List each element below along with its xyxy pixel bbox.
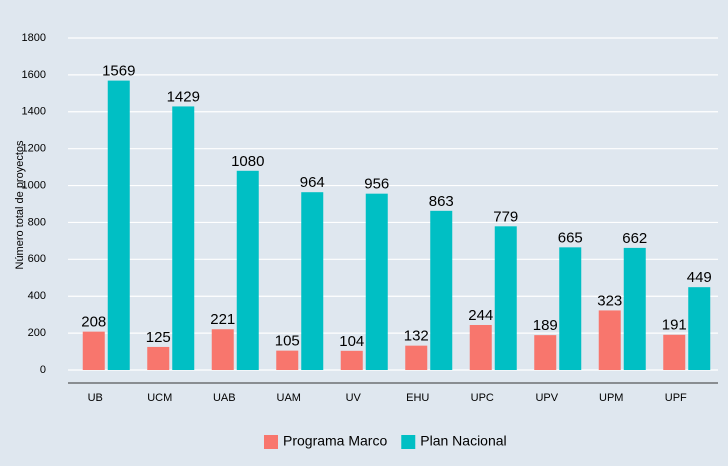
value-label: 1569	[102, 63, 135, 80]
y-tick-label: 800	[28, 216, 46, 228]
bar	[365, 193, 388, 370]
legend-swatch	[401, 435, 416, 449]
value-label: 956	[364, 176, 389, 193]
x-tick-label: UPF	[665, 392, 687, 404]
value-label: 104	[339, 333, 364, 350]
value-label: 191	[662, 317, 687, 334]
value-label: 779	[493, 208, 518, 225]
value-label: 132	[404, 328, 429, 345]
bar	[107, 80, 130, 371]
y-tick-label: 1000	[22, 179, 46, 191]
value-label: 189	[533, 317, 558, 334]
value-label: 244	[468, 307, 493, 324]
legend-label: Plan Nacional	[420, 433, 506, 449]
y-tick-label: 400	[28, 290, 46, 302]
bar	[276, 350, 299, 370]
x-tick-label: UAM	[277, 392, 301, 404]
y-tick-label: 1800	[22, 32, 46, 44]
bar	[688, 287, 711, 370]
bar	[623, 247, 646, 370]
bar	[147, 346, 170, 370]
bar	[559, 247, 582, 370]
y-tick-label: 1600	[22, 69, 46, 81]
value-label: 1080	[231, 153, 264, 170]
x-tick-label: EHU	[406, 392, 429, 404]
value-label: 221	[210, 311, 235, 328]
bar	[82, 331, 105, 370]
value-label: 1429	[167, 88, 200, 105]
value-label: 208	[81, 314, 106, 331]
value-label: 964	[300, 174, 325, 191]
y-axis-label: Número total de proyectos	[14, 140, 26, 270]
bar	[340, 350, 363, 370]
value-label: 125	[146, 329, 171, 346]
bar	[663, 334, 686, 370]
x-tick-label: UPV	[535, 392, 558, 404]
value-label: 665	[558, 229, 583, 246]
x-tick-label: UV	[346, 392, 362, 404]
bar	[598, 310, 621, 370]
bar	[301, 192, 324, 370]
bar	[469, 324, 492, 370]
y-tick-label: 600	[28, 253, 46, 265]
legend-swatch	[264, 435, 278, 449]
x-tick-label: UPC	[471, 392, 494, 404]
value-label: 105	[275, 333, 300, 350]
bar	[405, 345, 428, 370]
legend-label: Programa Marco	[283, 433, 387, 449]
bar	[211, 329, 234, 370]
bar	[172, 106, 195, 370]
y-tick-label: 0	[40, 364, 46, 376]
value-label: 323	[597, 292, 622, 309]
x-tick-label: UB	[88, 392, 103, 404]
value-label: 863	[429, 193, 454, 210]
value-label: 662	[622, 230, 647, 247]
value-label: 449	[687, 269, 712, 286]
y-tick-label: 1200	[22, 143, 46, 155]
x-tick-label: UCM	[147, 392, 172, 404]
x-tick-label: UPM	[599, 392, 623, 404]
bar	[494, 226, 517, 370]
x-tick-label: UAB	[213, 392, 236, 404]
y-tick-label: 1400	[22, 106, 46, 118]
y-tick-label: 200	[28, 327, 46, 339]
bar	[534, 335, 557, 370]
bar	[430, 210, 453, 370]
bar	[236, 170, 259, 370]
